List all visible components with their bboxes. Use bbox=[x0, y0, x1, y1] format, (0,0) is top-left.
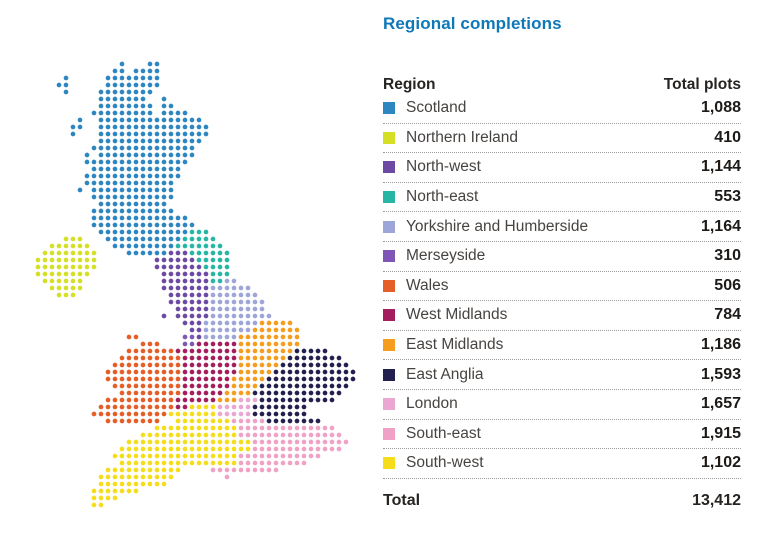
region-dots-wales bbox=[91, 334, 181, 424]
region-dots-northern-ireland bbox=[35, 236, 97, 298]
region-label: West Midlands bbox=[406, 306, 508, 324]
region-value: 1,144 bbox=[700, 158, 741, 176]
region-label: South-east bbox=[406, 424, 481, 442]
region-value: 1,915 bbox=[700, 424, 741, 442]
region-swatch-south-west bbox=[383, 457, 395, 470]
region-value: 1,102 bbox=[700, 454, 741, 472]
table-row-scotland: Scotland 1,088 bbox=[383, 94, 741, 124]
region-label: Yorkshire and Humberside bbox=[406, 217, 589, 235]
table-header: Region Total plots bbox=[383, 76, 741, 94]
region-dots-west-midlands bbox=[175, 341, 237, 410]
region-value: 784 bbox=[714, 306, 741, 324]
region-label: South-west bbox=[406, 454, 484, 472]
region-dots-london bbox=[217, 397, 258, 417]
region-label: Merseyside bbox=[406, 247, 486, 265]
region-dots-south-east bbox=[210, 418, 349, 480]
table-row-east-midlands: East Midlands 1,186 bbox=[383, 331, 741, 361]
region-swatch-wales bbox=[383, 279, 395, 292]
table-row-south-west: South-west 1,102 bbox=[383, 449, 741, 479]
region-label: North-east bbox=[406, 188, 479, 206]
region-value: 1,186 bbox=[700, 336, 741, 354]
page-title: Regional completions bbox=[383, 14, 562, 33]
total-label: Total bbox=[383, 492, 421, 509]
region-value: 310 bbox=[714, 247, 741, 265]
table-row-south-east: South-east 1,915 bbox=[383, 420, 741, 450]
region-label: Wales bbox=[406, 276, 449, 294]
region-value: 1,657 bbox=[700, 395, 741, 413]
region-value: 553 bbox=[714, 188, 741, 206]
region-dots-merseyside bbox=[182, 334, 195, 347]
region-swatch-northern-ireland bbox=[383, 131, 395, 144]
table-row-london: London 1,657 bbox=[383, 390, 741, 420]
region-dots-south-west bbox=[91, 404, 251, 508]
region-swatch-south-east bbox=[383, 427, 395, 440]
region-value: 1,088 bbox=[700, 99, 741, 117]
region-swatch-merseyside bbox=[383, 250, 395, 263]
region-label: London bbox=[406, 395, 458, 413]
region-swatch-north-west bbox=[383, 161, 395, 174]
table-row-merseyside: Merseyside 310 bbox=[383, 242, 741, 272]
region-swatch-west-midlands bbox=[383, 309, 395, 322]
region-swatch-north-east bbox=[383, 191, 395, 204]
table-row-wales: Wales 506 bbox=[383, 272, 741, 302]
region-label: East Anglia bbox=[406, 365, 484, 383]
column-header-total-plots: Total plots bbox=[663, 76, 741, 93]
region-dots-north-west bbox=[154, 250, 209, 340]
column-header-region: Region bbox=[383, 76, 436, 93]
table-row-east-anglia: East Anglia 1,593 bbox=[383, 360, 741, 390]
table-row-northern-ireland: Northern Ireland 410 bbox=[383, 124, 741, 154]
region-swatch-yorkshire-and-humberside bbox=[383, 220, 395, 233]
table-row-yorkshire-and-humberside: Yorkshire and Humberside 1,164 bbox=[383, 212, 741, 242]
region-dots-scotland bbox=[56, 61, 209, 256]
region-dots-east-anglia bbox=[252, 348, 356, 424]
table-row-north-west: North-west 1,144 bbox=[383, 153, 741, 183]
total-row: Total 13,412 bbox=[383, 492, 741, 510]
region-label: North-west bbox=[406, 158, 481, 176]
region-dots-north-east bbox=[175, 229, 230, 284]
table-row-north-east: North-east 553 bbox=[383, 183, 741, 213]
region-swatch-east-midlands bbox=[383, 339, 395, 352]
region-dots-east-midlands bbox=[217, 320, 300, 403]
region-value: 506 bbox=[714, 276, 741, 294]
region-label: East Midlands bbox=[406, 336, 504, 354]
region-swatch-scotland bbox=[383, 102, 395, 115]
uk-dot-map bbox=[35, 61, 356, 508]
region-dots-yorkshire-and-humberside bbox=[203, 278, 272, 340]
region-swatch-london bbox=[383, 398, 395, 411]
region-swatch-east-anglia bbox=[383, 368, 395, 381]
region-label: Scotland bbox=[406, 99, 467, 117]
total-value: 13,412 bbox=[692, 492, 741, 509]
region-value: 1,593 bbox=[700, 365, 741, 383]
region-value: 410 bbox=[714, 128, 741, 146]
region-label: Northern Ireland bbox=[406, 128, 519, 146]
region-value: 1,164 bbox=[700, 217, 741, 235]
table-body: Scotland 1,088 Northern Ireland 410 North-we… bbox=[383, 94, 741, 479]
table-row-west-midlands: West Midlands 784 bbox=[383, 301, 741, 331]
